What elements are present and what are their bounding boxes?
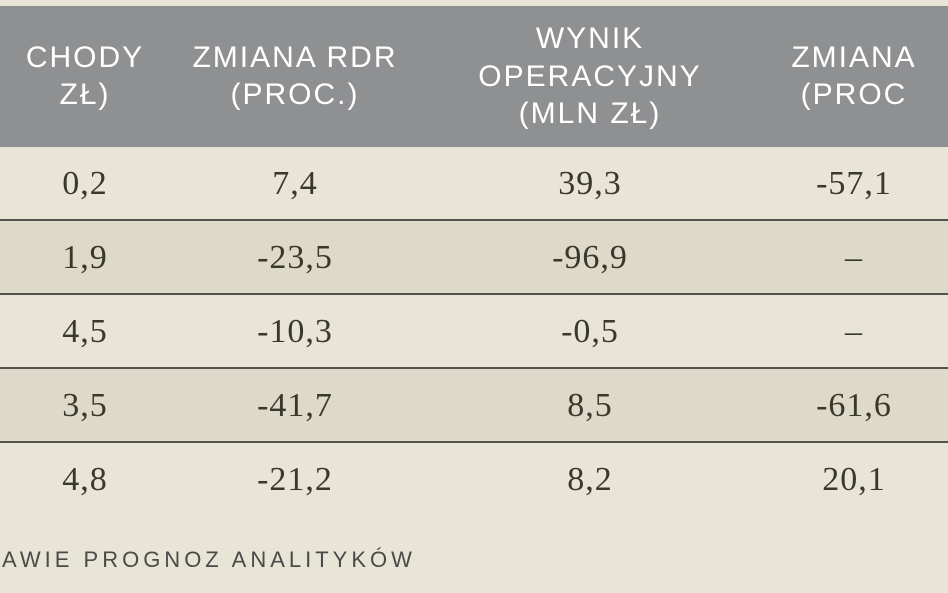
col-header-1: ZMIANA RDR (PROC.): [170, 6, 420, 147]
cell: 1,9: [0, 220, 170, 294]
cell: -21,2: [170, 442, 420, 515]
table-row: 3,5 -41,7 8,5 -61,6: [0, 368, 948, 442]
table-container: CHODY ZŁ) ZMIANA RDR (PROC.) WYNIK OPERA…: [0, 0, 948, 593]
table-row: 4,8 -21,2 8,2 20,1: [0, 442, 948, 515]
table-row: 0,2 7,4 39,3 -57,1: [0, 147, 948, 220]
cell: 4,5: [0, 294, 170, 368]
col-header-2-line2: (MLN ZŁ): [428, 95, 752, 133]
cell: -61,6: [760, 368, 948, 442]
cell: -10,3: [170, 294, 420, 368]
table-header-row: CHODY ZŁ) ZMIANA RDR (PROC.) WYNIK OPERA…: [0, 6, 948, 147]
col-header-2-line1: WYNIK OPERACYJNY: [428, 20, 752, 95]
col-header-1-line1: ZMIANA RDR: [178, 39, 412, 77]
col-header-3-line2: (PROC: [768, 76, 940, 114]
col-header-0-line1: CHODY: [8, 39, 162, 77]
footer-note: AWIE PROGNOZ ANALITYKÓW: [2, 547, 416, 573]
table-row: 4,5 -10,3 -0,5 –: [0, 294, 948, 368]
col-header-2: WYNIK OPERACYJNY (MLN ZŁ): [420, 6, 760, 147]
cell: –: [760, 220, 948, 294]
cell: 7,4: [170, 147, 420, 220]
table-row: 1,9 -23,5 -96,9 –: [0, 220, 948, 294]
cell: -23,5: [170, 220, 420, 294]
cell: -96,9: [420, 220, 760, 294]
cell: 3,5: [0, 368, 170, 442]
cell: –: [760, 294, 948, 368]
col-header-3: ZMIANA (PROC: [760, 6, 948, 147]
cell: -0,5: [420, 294, 760, 368]
cell: 39,3: [420, 147, 760, 220]
cell: 8,2: [420, 442, 760, 515]
cell: 4,8: [0, 442, 170, 515]
cell: -41,7: [170, 368, 420, 442]
col-header-0: CHODY ZŁ): [0, 6, 170, 147]
col-header-1-line2: (PROC.): [178, 76, 412, 114]
cell: 8,5: [420, 368, 760, 442]
table-wrap: CHODY ZŁ) ZMIANA RDR (PROC.) WYNIK OPERA…: [0, 6, 948, 515]
financial-table: CHODY ZŁ) ZMIANA RDR (PROC.) WYNIK OPERA…: [0, 6, 948, 515]
col-header-0-line2: ZŁ): [8, 76, 162, 114]
cell: -57,1: [760, 147, 948, 220]
col-header-3-line1: ZMIANA: [768, 39, 940, 77]
cell: 20,1: [760, 442, 948, 515]
cell: 0,2: [0, 147, 170, 220]
